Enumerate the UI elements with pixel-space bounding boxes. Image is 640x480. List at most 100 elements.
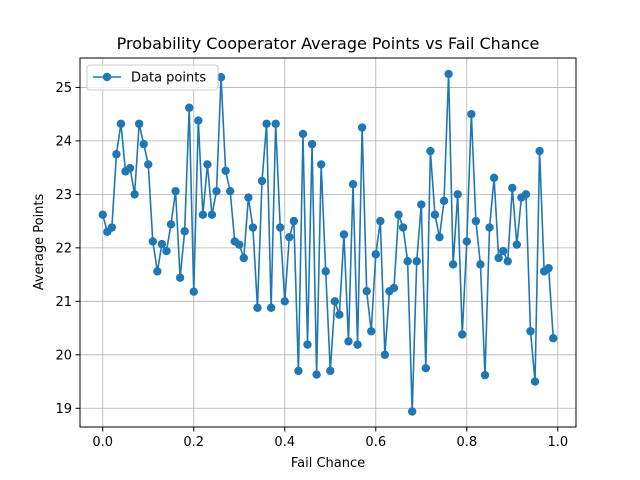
data-point xyxy=(521,190,531,199)
data-point xyxy=(489,173,499,182)
data-point xyxy=(407,407,417,416)
data-point xyxy=(371,250,380,259)
data-point xyxy=(426,146,435,156)
y-tick-label: 20 xyxy=(55,348,72,363)
data-point xyxy=(171,186,180,196)
data-point xyxy=(289,216,299,226)
data-point xyxy=(285,232,294,242)
x-axis-label: Fail Chance xyxy=(291,456,365,471)
chart-title: Probability Cooperator Average Points vs… xyxy=(117,34,540,53)
x-tick-label: 1.0 xyxy=(547,435,568,450)
x-tick-label: 0.4 xyxy=(274,435,295,450)
data-point xyxy=(185,103,194,112)
data-point xyxy=(480,370,490,380)
data-point xyxy=(134,119,144,128)
data-point xyxy=(435,232,444,242)
series-layer xyxy=(98,69,558,416)
data-point xyxy=(344,337,353,346)
data-point xyxy=(421,363,431,373)
data-point xyxy=(307,139,317,149)
data-point xyxy=(248,223,258,232)
data-point xyxy=(253,303,262,312)
y-tick-label: 21 xyxy=(55,295,72,310)
data-point xyxy=(225,186,235,196)
data-point xyxy=(530,377,540,386)
data-point xyxy=(439,196,449,205)
data-point xyxy=(148,237,158,246)
data-point xyxy=(485,223,494,232)
data-point xyxy=(526,327,535,336)
data-point xyxy=(467,109,476,119)
data-point xyxy=(535,146,544,156)
data-point xyxy=(257,176,267,186)
data-point xyxy=(398,223,408,232)
legend-label: Data points xyxy=(131,71,206,86)
data-point xyxy=(294,366,303,376)
data-point xyxy=(335,310,344,319)
data-point xyxy=(357,123,367,132)
data-point xyxy=(498,246,508,256)
data-point xyxy=(508,183,517,193)
data-point xyxy=(412,257,421,266)
data-point xyxy=(544,263,553,273)
x-tick-label: 0.0 xyxy=(92,435,113,450)
plot-frame xyxy=(79,57,577,428)
data-point xyxy=(512,240,522,249)
data-point xyxy=(348,180,358,189)
data-point xyxy=(339,230,349,239)
tick-layer: 0.0 0.2 0.4 0.6 0.8 1.0 19 20 21 22 23 24 25 xyxy=(55,81,568,450)
data-point xyxy=(417,200,426,209)
data-point xyxy=(389,283,399,293)
legend-marker-swatch xyxy=(102,72,112,82)
data-point xyxy=(266,303,276,312)
series-line xyxy=(101,73,555,413)
x-tick-label: 0.2 xyxy=(183,435,204,450)
data-point xyxy=(239,253,249,263)
legend-box xyxy=(86,64,219,91)
data-point xyxy=(276,223,285,232)
data-point xyxy=(316,160,326,169)
y-tick-label: 19 xyxy=(55,402,72,417)
data-point xyxy=(403,257,412,266)
data-point xyxy=(189,287,198,296)
data-point xyxy=(203,160,212,169)
legend: Data points xyxy=(86,64,219,91)
data-point xyxy=(453,190,462,199)
data-point xyxy=(376,216,385,226)
y-tick-label: 24 xyxy=(55,134,72,149)
data-point xyxy=(262,119,271,128)
data-point xyxy=(280,297,289,306)
data-point xyxy=(125,163,135,173)
data-point xyxy=(116,119,126,128)
data-point xyxy=(549,334,558,343)
data-point xyxy=(194,116,203,125)
data-point xyxy=(139,139,148,149)
data-point xyxy=(444,69,453,79)
data-point xyxy=(430,210,440,219)
data-point xyxy=(207,210,217,219)
data-point xyxy=(326,366,335,376)
data-point xyxy=(235,240,244,249)
data-point xyxy=(175,273,185,282)
data-point xyxy=(216,73,226,82)
data-point xyxy=(198,210,208,219)
data-point xyxy=(321,267,330,276)
data-point xyxy=(380,350,390,359)
data-point xyxy=(476,260,485,269)
y-tick-label: 25 xyxy=(55,81,72,96)
data-point xyxy=(494,253,503,263)
data-point xyxy=(362,286,371,296)
data-point xyxy=(271,119,280,128)
y-tick-label: 22 xyxy=(55,241,72,256)
y-axis-label: Average Points xyxy=(32,193,47,290)
data-point xyxy=(162,246,171,256)
data-point xyxy=(471,216,481,226)
data-point xyxy=(153,267,162,276)
data-point xyxy=(107,223,117,232)
data-point xyxy=(367,327,376,336)
data-point xyxy=(98,210,107,219)
data-point xyxy=(312,370,321,379)
data-point xyxy=(448,260,458,269)
data-point xyxy=(394,210,403,219)
